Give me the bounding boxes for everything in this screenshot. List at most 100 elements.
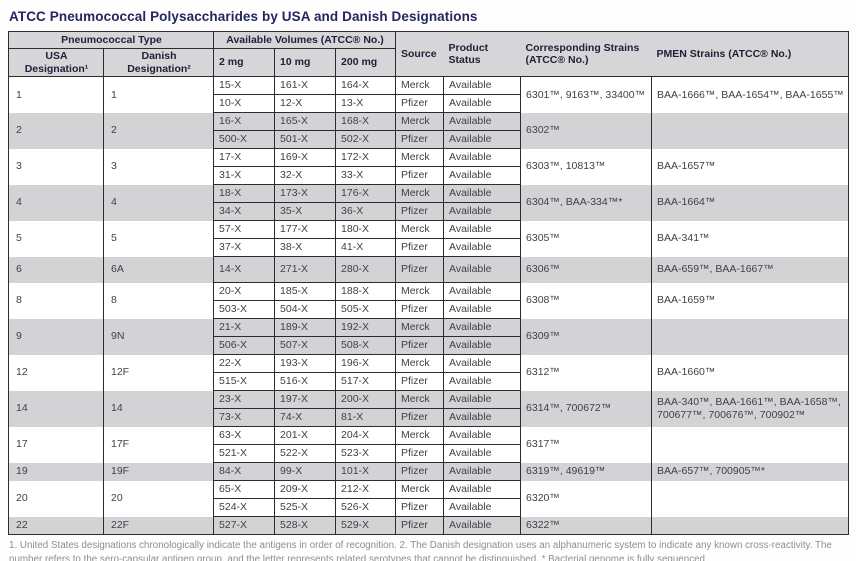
product-status-cell: Available [443,390,522,409]
product-status-cell: Available [443,148,522,167]
volume-200mg-cell: 204-X [335,426,397,445]
product-status-cell: Available [443,462,522,481]
table-row: 2 2 16-X 165-X 168-X Merck Available 6302™ [8,112,850,149]
volume-10mg-cell: 193-X [274,354,337,373]
volume-2mg-cell: 57-X [213,220,276,239]
volume-200mg-cell: 200-X [335,390,397,409]
usa-designation-cell: 9 [8,318,104,355]
pmen-strains-cell [651,318,850,355]
table-row: 500-X 501-X 502-X Pfizer Available [9,130,849,149]
table-row: 9 9N 21-X 189-X 192-X Merck Available 6309™ [8,318,850,355]
product-status-cell: Available [443,498,522,517]
footnote-text: 1. United States designations chronologi… [9,540,832,561]
danish-designation-cell: 3 [103,148,215,185]
table-row: 1 1 15-X 161-X 164-X Merck Available 6301™, 916… [8,76,850,113]
corresponding-strains-cell: 6305™ [520,220,653,257]
volume-2mg-cell: 84-X [213,462,276,481]
source-cell: Merck [395,112,445,131]
table-row: 503-X 504-X 505-X Pfizer Available [9,300,849,319]
col-header-product-status: Product Status [443,31,521,77]
table-row: 31-X 32-X 33-X Pfizer Available [9,166,849,185]
volume-10mg-cell: 12-X [274,94,337,113]
volume-10mg-cell: 507-X [274,336,337,355]
corresponding-strains-cell: 6308™ [520,282,653,319]
volume-10mg-cell: 74-X [274,408,337,427]
corresponding-strains-cell: 6322™ [520,516,653,535]
volume-200mg-cell: 505-X [335,300,397,319]
volume-200mg-cell: 36-X [335,202,397,221]
volume-10mg-cell: 177-X [274,220,337,239]
corresponding-strains-cell: 6317™ [520,426,653,463]
danish-designation-cell: 22F [103,516,215,535]
volume-2mg-cell: 22-X [213,354,276,373]
volume-200mg-cell: 101-X [335,462,397,481]
source-cell: Pfizer [395,256,445,283]
volume-10mg-cell: 165-X [274,112,337,131]
pmen-strains-cell: BAA-1659™ [651,282,850,319]
pneumococcal-table: Pneumococcal Type Available Volumes (ATC… [7,31,850,535]
table-row: 22 22F 527-X 528-X 529-X Pfizer Available 6322™ [8,516,850,535]
usa-designation-cell: 19 [8,462,104,481]
source-cell: Merck [395,220,445,239]
volume-2mg-cell: 14-X [213,256,276,283]
usa-designation-cell: 17 [8,426,104,463]
volume-10mg-cell: 209-X [274,480,337,499]
product-status-cell: Available [443,516,522,535]
volume-200mg-cell: 168-X [335,112,397,131]
danish-designation-cell: 4 [103,184,215,221]
table-row: 37-X 38-X 41-X Pfizer Available [9,238,849,257]
product-status-cell: Available [443,318,522,337]
danish-designation-cell: 19F [103,462,215,481]
table-body: 1 1 15-X 161-X 164-X Merck Available 6301™, 916… [8,76,850,535]
volume-2mg-cell: 18-X [213,184,276,203]
product-status-cell: Available [443,408,522,427]
corresponding-strains-cell: 6306™ [520,256,653,283]
table-row: 521-X 522-X 523-X Pfizer Available [9,444,849,463]
volume-2mg-cell: 16-X [213,112,276,131]
danish-designation-cell: 6A [103,256,215,283]
usa-designation-cell: 2 [8,112,104,149]
table-row: 4 4 18-X 173-X 176-X Merck Available 6304™, BAA… [8,184,850,221]
pmen-strains-cell: BAA-659™, BAA-1667™ [651,256,850,283]
product-status-cell: Available [443,372,522,391]
volume-2mg-cell: 503-X [213,300,276,319]
table-row: 506-X 507-X 508-X Pfizer Available [9,336,849,355]
source-cell: Merck [395,390,445,409]
source-cell: Merck [395,184,445,203]
table-row: 73-X 74-X 81-X Pfizer Available [9,408,849,427]
corresponding-strains-cell: 6320™ [520,480,653,517]
volume-2mg-cell: 31-X [213,166,276,185]
corresponding-strains-cell: 6303™, 10813™ [520,148,653,185]
usa-designation-cell: 8 [8,282,104,319]
pmen-strains-cell [651,516,850,535]
usa-designation-cell: 3 [8,148,104,185]
volume-2mg-cell: 37-X [213,238,276,257]
volume-10mg-cell: 528-X [274,516,337,535]
col-header-2mg: 2 mg [213,48,276,77]
volume-200mg-cell: 192-X [335,318,397,337]
usa-designation-cell: 1 [8,76,104,113]
product-status-cell: Available [443,444,522,463]
corresponding-strains-cell: 6302™ [520,112,653,149]
volume-2mg-cell: 527-X [213,516,276,535]
volume-200mg-cell: 164-X [335,76,397,95]
source-cell: Merck [395,426,445,445]
source-cell: Pfizer [395,300,445,319]
table-row: 5 5 57-X 177-X 180-X Merck Available 6305™ BAA-3… [8,220,850,257]
volume-10mg-cell: 516-X [274,372,337,391]
col-header-source: Source [395,31,444,77]
header-row-groups: Pneumococcal Type Available Volumes (ATC… [7,31,850,77]
pmen-strains-cell [651,112,850,149]
table-row: 6 6A 14-X 271-X 280-X Pfizer Available 6306™ BAA… [8,256,850,283]
volume-10mg-cell: 185-X [274,282,337,301]
usa-designation-cell: 22 [8,516,104,535]
product-status-cell: Available [443,256,522,283]
volume-200mg-cell: 13-X [335,94,397,113]
volume-10mg-cell: 35-X [274,202,337,221]
product-status-cell: Available [443,354,522,373]
volume-200mg-cell: 172-X [335,148,397,167]
volume-200mg-cell: 176-X [335,184,397,203]
pmen-strains-cell: BAA-1660™ [651,354,850,391]
source-cell: Merck [395,76,445,95]
volume-10mg-cell: 99-X [274,462,337,481]
